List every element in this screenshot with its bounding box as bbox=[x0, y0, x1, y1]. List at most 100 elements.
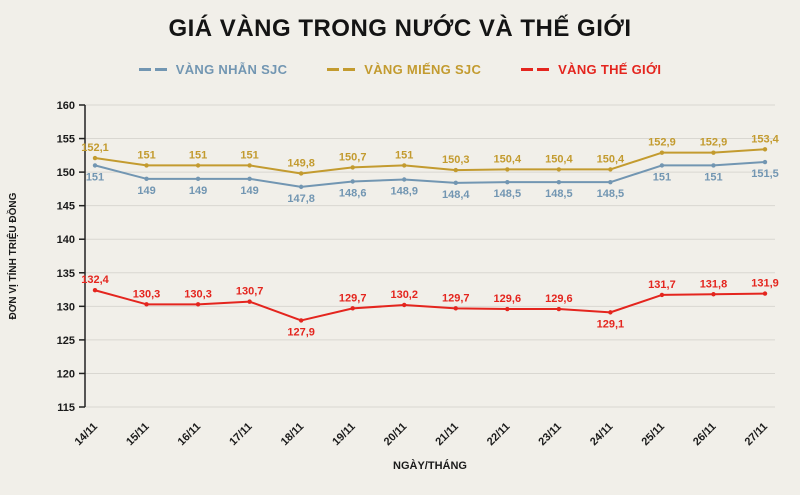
y-tick-label: 145 bbox=[57, 201, 75, 213]
y-axis-title: ĐƠN VỊ TÍNH TRIỆU ĐỒNG bbox=[6, 192, 19, 319]
x-tick-label: 21/11 bbox=[433, 421, 461, 449]
data-point bbox=[247, 299, 252, 304]
data-label: 151 bbox=[653, 171, 671, 183]
data-label: 130,2 bbox=[390, 289, 418, 301]
data-label: 152,1 bbox=[81, 142, 109, 154]
legend-item-2: VÀNG THẾ GIỚI bbox=[521, 62, 661, 77]
data-label: 151 bbox=[189, 149, 207, 161]
data-label: 151 bbox=[240, 149, 258, 161]
y-tick-label: 150 bbox=[57, 167, 75, 179]
data-point bbox=[247, 176, 252, 182]
x-tick-label: 16/11 bbox=[176, 421, 204, 449]
legend-label: VÀNG NHẪN SJC bbox=[175, 61, 288, 77]
x-tick-label: 17/11 bbox=[227, 421, 255, 449]
data-point bbox=[453, 167, 458, 173]
data-point bbox=[505, 179, 510, 185]
data-label: 151 bbox=[395, 149, 413, 161]
data-point bbox=[762, 147, 768, 152]
data-label: 130,7 bbox=[236, 286, 264, 298]
y-tick-label: 115 bbox=[57, 402, 75, 414]
data-label: 149,8 bbox=[287, 157, 315, 169]
data-point bbox=[350, 179, 355, 184]
x-tick-label: 27/11 bbox=[743, 421, 771, 449]
data-point bbox=[92, 288, 98, 293]
data-label: 129,7 bbox=[442, 292, 470, 304]
y-tick-label: 135 bbox=[57, 268, 75, 280]
chart-canvas: 115 120 125 130 135 140 145 150 155 160 14/11 15/11… bbox=[6, 100, 780, 472]
x-tick-label: 24/11 bbox=[588, 421, 616, 449]
data-label: 152,9 bbox=[648, 137, 676, 149]
chart-legend: VÀNG NHẪN SJC VÀNG MIẾNG SJC VÀNG THẾ GIỚI bbox=[0, 60, 800, 78]
x-tick-label: 18/11 bbox=[279, 421, 307, 449]
legend-label: VÀNG THẾ GIỚI bbox=[558, 61, 662, 77]
data-label: 150,7 bbox=[339, 151, 367, 163]
data-label: 148,6 bbox=[339, 188, 367, 200]
y-tick-label: 160 bbox=[57, 100, 75, 112]
data-label: 148,5 bbox=[597, 188, 625, 200]
x-tick-label: 22/11 bbox=[485, 421, 513, 449]
series-line-0 bbox=[94, 161, 766, 188]
data-point bbox=[92, 155, 98, 161]
data-label: 150,3 bbox=[442, 154, 470, 166]
data-point bbox=[711, 163, 716, 168]
data-point bbox=[402, 163, 407, 168]
y-tick-label: 130 bbox=[57, 301, 75, 313]
data-label: 148,5 bbox=[545, 188, 573, 200]
legend-line-marker bbox=[138, 67, 167, 71]
data-label: 130,3 bbox=[184, 288, 212, 300]
x-tick-label: 26/11 bbox=[691, 421, 719, 449]
data-label: 149 bbox=[137, 185, 155, 197]
data-label: 151 bbox=[704, 171, 722, 183]
data-label: 151 bbox=[86, 171, 104, 183]
data-point bbox=[505, 306, 510, 312]
x-tick-label: 19/11 bbox=[330, 421, 358, 449]
y-tick-label: 125 bbox=[57, 335, 75, 347]
data-label: 148,9 bbox=[390, 185, 418, 197]
data-point bbox=[659, 163, 665, 168]
data-point bbox=[608, 167, 613, 172]
data-point bbox=[195, 176, 201, 182]
data-label: 129,6 bbox=[494, 293, 522, 305]
data-point bbox=[556, 179, 562, 185]
data-label: 149 bbox=[240, 185, 258, 197]
data-label: 150,4 bbox=[494, 153, 522, 165]
data-point bbox=[92, 163, 98, 168]
data-label: 132,4 bbox=[81, 274, 109, 286]
data-label: 152,9 bbox=[700, 137, 728, 149]
data-point bbox=[144, 163, 149, 168]
y-tick-label: 140 bbox=[57, 234, 75, 246]
x-tick-label: 25/11 bbox=[640, 421, 668, 449]
data-point bbox=[453, 306, 458, 311]
data-label: 153,4 bbox=[751, 133, 779, 145]
data-label: 147,8 bbox=[287, 193, 315, 205]
data-point bbox=[608, 310, 613, 315]
x-tick-label: 15/11 bbox=[124, 421, 152, 449]
data-point bbox=[711, 292, 716, 297]
data-point bbox=[505, 167, 510, 172]
data-point bbox=[453, 180, 458, 186]
data-label: 149 bbox=[189, 185, 207, 197]
data-point bbox=[556, 167, 562, 172]
legend-item-1: VÀNG MIẾNG SJC bbox=[327, 62, 481, 77]
data-point bbox=[144, 176, 149, 182]
data-point bbox=[659, 292, 665, 298]
data-point bbox=[144, 302, 149, 307]
x-tick-label: 23/11 bbox=[536, 421, 564, 449]
data-point bbox=[608, 179, 613, 185]
data-point bbox=[195, 163, 201, 168]
legend-line-marker bbox=[521, 67, 550, 71]
data-point bbox=[298, 171, 304, 176]
series-line-1 bbox=[94, 148, 766, 175]
data-label: 150,4 bbox=[545, 153, 573, 165]
data-point bbox=[350, 165, 355, 170]
x-tick-label: 14/11 bbox=[73, 421, 101, 449]
legend-item-0: VÀNG NHẪN SJC bbox=[138, 61, 288, 77]
data-point bbox=[298, 318, 304, 323]
legend-label: VÀNG MIẾNG SJC bbox=[364, 61, 482, 77]
data-label: 129,6 bbox=[545, 293, 573, 305]
chart-area: 115 120 125 130 135 140 145 150 155 160 14/11 15/11… bbox=[0, 88, 800, 488]
data-label: 151 bbox=[137, 149, 155, 161]
data-label: 148,5 bbox=[494, 188, 522, 200]
y-tick-label: 120 bbox=[57, 368, 75, 380]
